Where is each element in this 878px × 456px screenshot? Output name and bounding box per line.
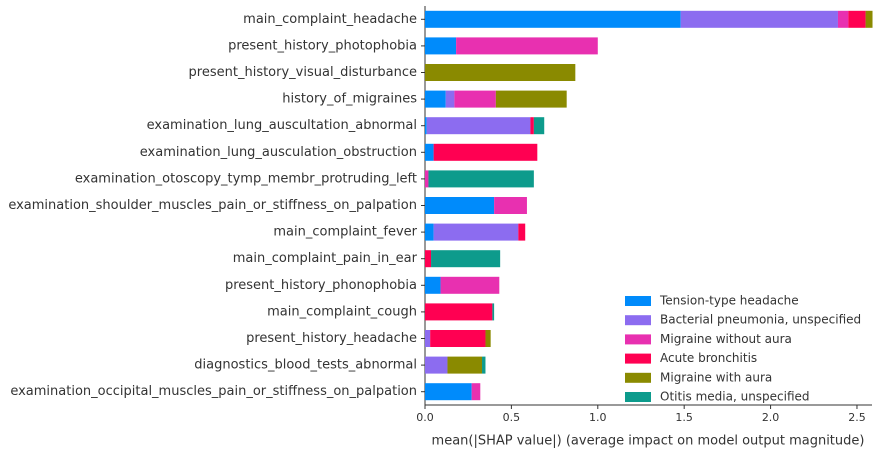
bar-segment — [425, 356, 448, 374]
legend-label: Migraine with aura — [660, 370, 772, 384]
bar-segment — [447, 356, 483, 374]
bar-segment — [425, 276, 441, 294]
legend-label: Acute bronchitis — [660, 351, 757, 365]
y-tick-label: present_history_photophobia — [228, 38, 417, 53]
y-tick-label: main_complaint_cough — [267, 304, 417, 319]
x-tick-label: 0.5 — [503, 411, 521, 424]
y-tick-label: examination_lung_auscultation_abnormal — [147, 118, 417, 133]
y-tick-label: present_history_headache — [246, 331, 417, 346]
x-tick-label: 0.0 — [416, 411, 434, 424]
bar-segment — [425, 117, 427, 135]
bar-segment — [425, 330, 431, 347]
legend-swatch — [625, 353, 651, 364]
y-tick-label: main_complaint_fever — [273, 225, 417, 240]
bar-segment — [494, 197, 527, 214]
y-tick-label: present_history_phonophobia — [225, 278, 417, 293]
legend-swatch — [625, 315, 651, 326]
y-tick-label: present_history_visual_disturbance — [189, 65, 417, 80]
bar-segment — [425, 37, 457, 55]
bar-segment — [865, 10, 873, 28]
x-axis-label: mean(|SHAP value|) (average impact on mo… — [432, 434, 865, 449]
bar-segment — [440, 276, 500, 294]
legend-label: Tension-type headache — [659, 294, 799, 308]
y-tick-label: examination_otoscopy_tymp_membr_protrudi… — [75, 171, 417, 186]
bar-segment — [425, 383, 472, 401]
legend-label: Otitis media, unspecified — [660, 390, 810, 404]
legend-label: Bacterial pneumonia, unspecified — [660, 313, 861, 327]
y-tick-label: main_complaint_pain_in_ear — [233, 251, 418, 266]
x-tick-label: 1.0 — [589, 411, 607, 424]
bar-segment — [425, 90, 446, 108]
y-tick-label: examination_shoulder_muscles_pain_or_sti… — [8, 198, 417, 213]
y-tick-label: examination_lung_ausculation_obstruction — [140, 145, 417, 160]
bar-segment — [431, 250, 501, 268]
x-tick-label: 1.5 — [675, 411, 693, 424]
bar-segment — [433, 143, 538, 161]
bar-segment — [428, 170, 534, 188]
y-tick-label: history_of_migraines — [282, 92, 417, 107]
x-tick-label: 2.5 — [848, 411, 866, 424]
bar-segment — [530, 117, 534, 135]
bar-segment — [425, 143, 434, 161]
legend-swatch — [625, 334, 651, 345]
bar-segment — [425, 250, 432, 268]
bar-segment — [445, 90, 455, 108]
legend-swatch — [625, 392, 651, 402]
bar-segment — [425, 170, 429, 188]
legend-swatch — [625, 372, 651, 383]
bar-segment — [533, 117, 545, 135]
bar-segment — [425, 10, 681, 28]
y-tick-label: main_complaint_headache — [243, 12, 417, 27]
bar-segment — [495, 90, 567, 108]
bar-segment — [456, 37, 598, 55]
y-tick-label: examination_occipital_muscles_pain_or_st… — [10, 384, 417, 399]
bar-segment — [471, 383, 481, 401]
bar-segment — [837, 10, 849, 28]
x-tick-label: 2.0 — [762, 411, 780, 424]
bar-segment — [425, 197, 495, 214]
bar-segment — [848, 10, 866, 28]
bar-segment — [518, 223, 526, 241]
y-tick-label: diagnostics_blood_tests_abnormal — [194, 358, 417, 373]
bar-segment — [680, 10, 838, 28]
bar-segment — [425, 223, 434, 241]
legend-label: Migraine without aura — [660, 332, 792, 346]
bar-segment — [425, 64, 576, 81]
bar-segment — [425, 303, 493, 321]
bar-segment — [485, 330, 491, 347]
bar-segment — [482, 356, 486, 374]
legend-swatch — [625, 296, 651, 306]
bar-segment — [430, 330, 486, 347]
bar-segment — [426, 117, 531, 135]
bar-segment — [492, 303, 495, 321]
bar-segment — [454, 90, 496, 108]
bar-segment — [433, 223, 519, 241]
